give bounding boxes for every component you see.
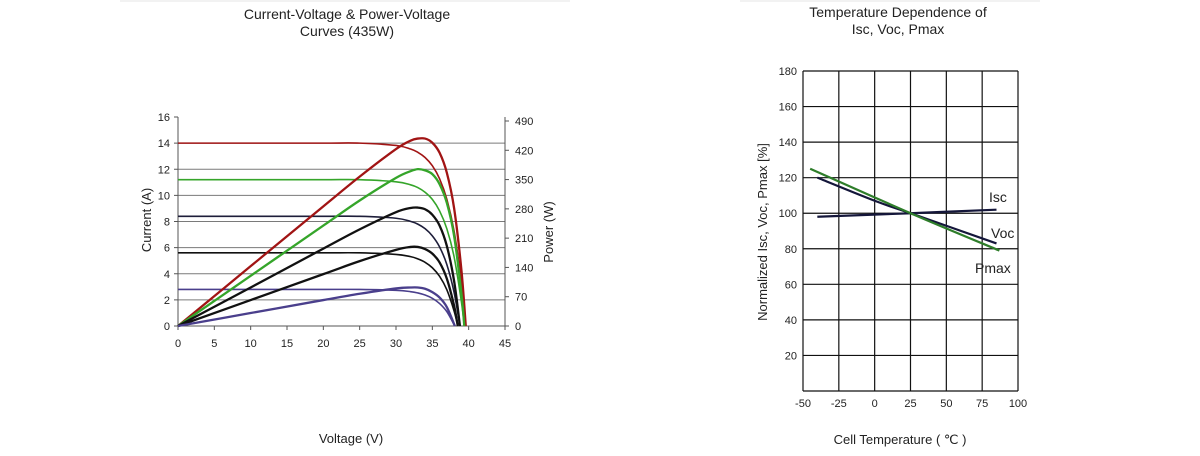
legend-label-isc: Isc bbox=[989, 189, 1007, 205]
series-line-pmax bbox=[809, 167, 1000, 252]
x-tick-label: 35 bbox=[426, 338, 438, 350]
y-tick-label: 12 bbox=[158, 164, 170, 176]
chart-title-line1: Temperature Dependence of bbox=[809, 4, 987, 20]
y2-tick-label: 420 bbox=[515, 145, 533, 157]
pv-curve bbox=[177, 206, 462, 328]
y2-tick-label: 280 bbox=[515, 204, 533, 216]
y2-tick-label: 70 bbox=[515, 292, 527, 304]
y-tick-label: 10 bbox=[158, 190, 170, 202]
x-tick-label: 30 bbox=[390, 338, 402, 350]
y2-tick-label: 210 bbox=[515, 233, 533, 245]
series-line-voc bbox=[816, 176, 997, 245]
x-tick-label: -25 bbox=[831, 398, 847, 410]
chart-title-line2: Isc, Voc, Pmax bbox=[852, 21, 945, 37]
y-tick-label: 4 bbox=[164, 269, 170, 281]
y-tick-label: 120 bbox=[779, 173, 797, 185]
x-tick-label: 5 bbox=[211, 338, 217, 350]
y-axis-label: Normalized Isc, Voc, Pmax [%] bbox=[755, 143, 770, 321]
y-tick-label: 160 bbox=[779, 102, 797, 114]
legend-label-voc: Voc bbox=[991, 225, 1014, 241]
temperature-chart: Temperature Dependence of Isc, Voc, Pmax… bbox=[755, 4, 1027, 447]
iv-pv-chart: Current-Voltage & Power-Voltage Curves (… bbox=[139, 6, 556, 446]
y-tick-label: 80 bbox=[785, 244, 797, 256]
y-tick-label: 0 bbox=[164, 321, 170, 333]
iv-curve bbox=[178, 178, 466, 327]
iv-curve bbox=[177, 288, 456, 327]
y-tick-label: 60 bbox=[785, 279, 797, 291]
x-tick-label: 15 bbox=[281, 338, 293, 350]
y-tick-label: 6 bbox=[164, 243, 170, 255]
y2-tick-label: 140 bbox=[515, 262, 533, 274]
x-tick-label: 45 bbox=[499, 338, 511, 350]
y2-tick-label: 490 bbox=[515, 116, 533, 128]
y2-tick-label: 350 bbox=[515, 175, 533, 187]
y-axis-label: Current (A) bbox=[139, 188, 154, 252]
iv-curve bbox=[178, 215, 461, 327]
x-tick-label: 50 bbox=[940, 398, 952, 410]
y2-tick-label: 0 bbox=[515, 321, 521, 333]
pv-curve bbox=[177, 167, 466, 327]
pv-curve bbox=[177, 137, 467, 327]
x-tick-label: 20 bbox=[317, 338, 329, 350]
x-tick-label: -50 bbox=[795, 398, 811, 410]
pv-curve bbox=[177, 286, 456, 328]
x-tick-label: 100 bbox=[1009, 398, 1027, 410]
legend-label-pmax: Pmax bbox=[975, 260, 1011, 276]
y-tick-label: 140 bbox=[779, 137, 797, 149]
x-tick-label: 25 bbox=[354, 338, 366, 350]
y-tick-label: 180 bbox=[779, 66, 797, 78]
y-tick-label: 100 bbox=[779, 208, 797, 220]
y-tick-label: 20 bbox=[785, 350, 797, 362]
x-tick-label: 75 bbox=[976, 398, 988, 410]
x-axis-label: Cell Temperature ( ℃ ) bbox=[834, 432, 967, 447]
x-tick-label: 0 bbox=[175, 338, 181, 350]
x-axis-label: Voltage (V) bbox=[319, 431, 383, 446]
y2-axis-label: Power (W) bbox=[541, 201, 556, 262]
y-tick-label: 2 bbox=[164, 295, 170, 307]
x-tick-label: 25 bbox=[904, 398, 916, 410]
y-tick-label: 8 bbox=[164, 217, 170, 229]
chart-title-line1: Current-Voltage & Power-Voltage bbox=[244, 6, 450, 22]
x-tick-label: 10 bbox=[245, 338, 257, 350]
y-tick-label: 14 bbox=[158, 138, 170, 150]
x-tick-label: 40 bbox=[463, 338, 475, 350]
y-tick-label: 40 bbox=[785, 315, 797, 327]
pv-curve bbox=[177, 245, 459, 328]
iv-curve bbox=[178, 251, 459, 327]
chart-title-line2: Curves (435W) bbox=[300, 23, 394, 39]
x-tick-label: 0 bbox=[872, 398, 878, 410]
y-tick-label: 16 bbox=[158, 112, 170, 124]
